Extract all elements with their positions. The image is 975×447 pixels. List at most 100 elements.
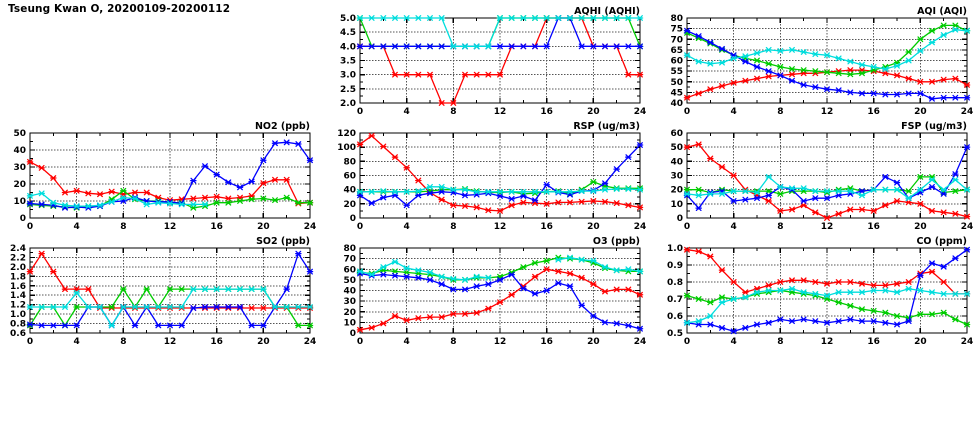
data-point-marker [143,286,150,293]
data-point-marker [730,188,737,195]
data-point-marker [893,321,901,328]
data-point-marker [438,314,445,320]
data-point-marker [940,186,947,193]
data-point-marker [835,279,842,285]
data-point-marker [473,273,480,280]
y-tick-label: 0 [350,329,356,339]
data-point-marker [236,286,244,293]
data-point-marker [765,192,772,199]
data-point-marker [368,324,375,331]
data-point-marker [155,304,162,310]
data-point-marker [636,186,644,193]
data-point-marker [963,290,971,297]
data-point-marker [601,264,609,271]
data-point-marker [426,269,434,276]
data-point-marker [26,192,34,199]
panel-title-aqhi: AQHI (AQHI) [574,6,640,17]
x-tick-label: 24 [304,337,317,347]
data-point-marker [905,57,912,64]
y-tick-label: 1.0 [10,310,26,320]
data-point-marker [248,286,255,293]
x-tick-label: 0 [357,222,363,232]
data-point-marker [155,199,162,206]
data-point-marker [882,202,889,209]
data-point-marker [178,286,185,293]
data-point-marker [730,279,737,285]
data-point-marker [403,164,410,171]
data-point-marker [403,71,410,78]
y-tick-label: 2.0 [340,99,356,109]
data-point-marker [166,304,174,310]
panel-title-rsp: RSP (ug/m3) [573,121,640,132]
data-point-marker [940,263,947,270]
data-point-marker [201,194,209,201]
data-point-marker [613,267,620,274]
data-point-marker [928,27,936,34]
data-point-marker [531,259,539,266]
data-point-marker [26,268,34,275]
panel-title-so2: SO2 (ppb) [256,236,310,247]
x-tick-label: 4 [404,222,410,232]
data-point-marker [613,320,620,327]
data-point-marker [61,322,69,329]
data-point-marker [835,188,842,195]
data-point-marker [695,33,702,39]
data-point-marker [707,190,714,197]
data-point-marker [940,290,947,297]
data-point-marker [835,55,842,62]
data-point-marker [166,322,174,329]
data-point-marker [636,204,644,211]
data-point-marker [590,188,597,195]
data-point-marker [38,304,45,310]
data-point-marker [295,199,302,206]
data-point-marker [812,290,819,297]
data-point-marker [788,318,796,325]
data-point-marker [788,206,796,213]
data-point-marker [823,280,831,287]
series-cyan [26,190,209,210]
data-point-marker [566,283,574,290]
x-tick-label: 8 [777,222,783,232]
data-point-marker [893,280,901,287]
data-point-marker [368,188,375,195]
data-point-marker [812,318,819,325]
y-tick-label: 0 [350,214,356,224]
data-point-marker [85,190,92,197]
data-point-marker [271,304,279,310]
data-point-marker [893,62,901,69]
data-point-marker [742,294,749,301]
data-point-marker [520,188,527,195]
data-point-marker [26,304,34,310]
data-point-marker [225,304,232,310]
data-point-marker [496,188,504,195]
data-point-marker [823,195,831,202]
x-tick-label: 8 [120,337,126,347]
data-point-marker [695,248,702,255]
data-point-marker [613,286,620,293]
data-point-marker [508,188,515,195]
data-point-marker [917,311,924,318]
data-point-marker [531,15,539,21]
data-point-marker [26,200,34,207]
data-point-marker [765,287,772,294]
y-tick-label: 20 [343,308,356,318]
data-point-marker [742,188,749,195]
data-point-marker [847,279,854,285]
data-point-marker [555,268,562,275]
data-point-marker [707,39,714,46]
data-point-marker [823,52,831,59]
data-point-marker [38,201,45,208]
x-tick-label: 0 [27,337,33,347]
data-point-marker [380,188,387,195]
data-point-marker [38,164,45,171]
data-point-marker [485,281,492,288]
data-point-marker [683,319,691,326]
data-point-marker [213,286,220,293]
data-point-marker [695,186,702,193]
data-point-marker [812,209,819,216]
data-point-marker [753,57,761,64]
y-tick-label: 1.6 [10,282,26,292]
data-point-marker [625,202,632,209]
data-point-marker [917,78,924,85]
x-tick-label: 20 [257,222,270,232]
